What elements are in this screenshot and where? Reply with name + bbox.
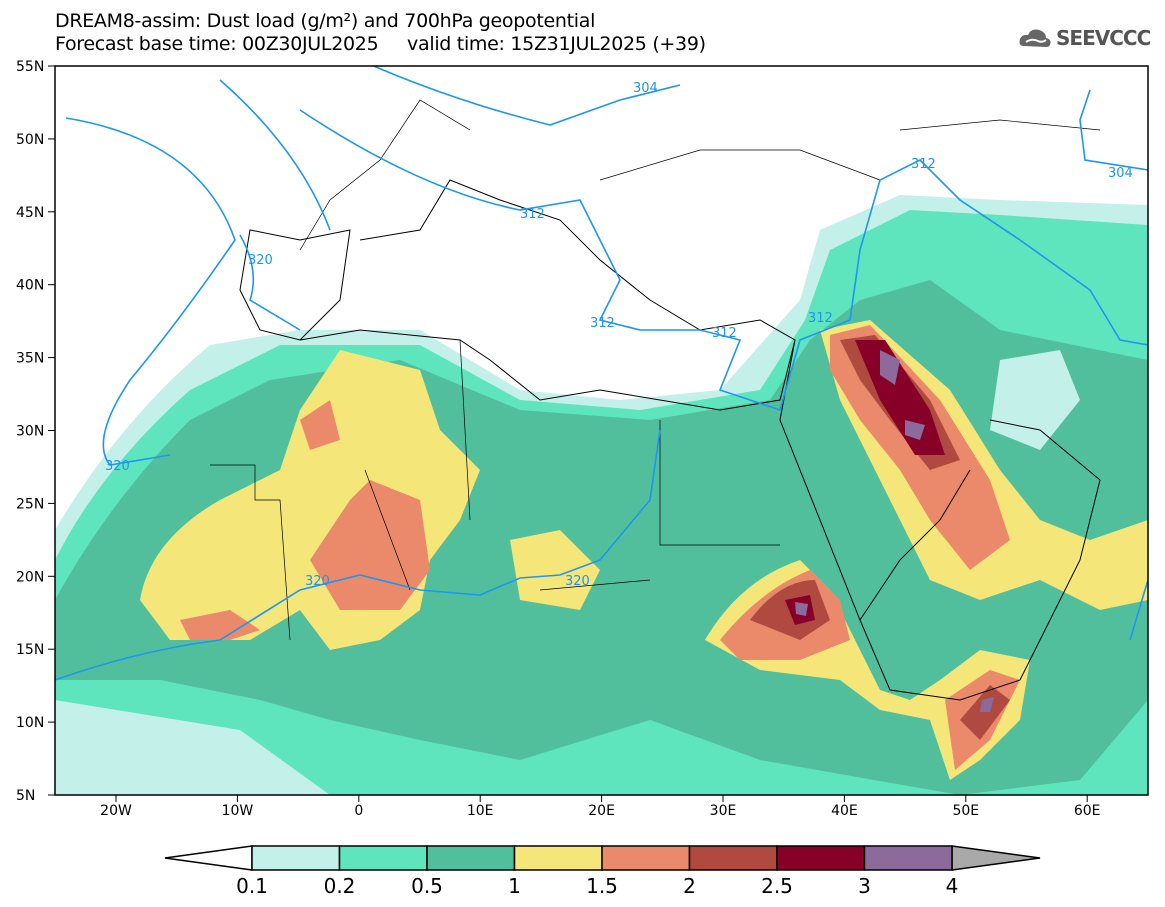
- colorbar: 0.1 0.2 0.5 1 1.5 2 2.5 3 4: [164, 845, 1041, 898]
- colorbar-swatches: [251, 845, 953, 871]
- lat-label: 30N: [16, 424, 44, 440]
- colorbar-tick-label: 1.5: [586, 874, 618, 898]
- cloud-icon: [1019, 29, 1051, 47]
- contour-line: [65, 117, 236, 466]
- contour-label: 312: [911, 157, 936, 172]
- forecast-times: Forecast base time: 00Z30JUL2025 valid t…: [55, 33, 706, 55]
- contour-label: 320: [305, 574, 330, 589]
- lon-label: 20E: [588, 803, 615, 819]
- lon-label: 50E: [952, 803, 979, 819]
- logo-text: SEEVCCC: [1056, 26, 1151, 50]
- contour-label: 312: [520, 207, 545, 222]
- colorbar-tick-label: 0.5: [411, 874, 443, 898]
- lat-label: 10N: [16, 715, 44, 731]
- colorbar-tick-label: 2: [683, 874, 696, 898]
- colorbar-tick-label: 1: [508, 874, 521, 898]
- contour-label: 320: [105, 459, 130, 474]
- country-borders: [210, 99, 1101, 641]
- colorbar-tick-label: 3: [858, 874, 871, 898]
- contour-line: [239, 234, 301, 331]
- lon-label: 10E: [467, 803, 494, 819]
- axis-tick-labels: 55N 50N 45N 40N 35N 30N 25N 20N 15N 10N 5N 20W 10W 0 1…: [16, 59, 1101, 819]
- lon-label: 60E: [1074, 803, 1101, 819]
- dust-3: [795, 602, 808, 616]
- colorbar-tick-label: 0.2: [324, 874, 356, 898]
- dust-1: [510, 530, 600, 610]
- contour-label: 320: [565, 574, 590, 589]
- colorbar-swatch: [601, 845, 691, 871]
- lat-label: 15N: [16, 642, 44, 658]
- contour-label: 312: [590, 316, 615, 331]
- colorbar-tick-label: 2.5: [761, 874, 793, 898]
- contour-line: [1079, 89, 1148, 171]
- contour-label: 312: [712, 326, 737, 341]
- contour-label: 304: [1108, 166, 1133, 181]
- coastline: [239, 179, 1101, 701]
- dust-3: [905, 420, 925, 440]
- colorbar-swatch: [338, 845, 428, 871]
- colorbar-under: [164, 845, 253, 871]
- lat-label: 50N: [16, 132, 44, 148]
- lat-label: 45N: [16, 205, 44, 221]
- contour-label: 304: [633, 81, 658, 96]
- lon-label: 20W: [100, 803, 132, 819]
- contour-line: [1129, 579, 1148, 641]
- lon-label: 40E: [831, 803, 858, 819]
- colorbar-swatch: [513, 845, 603, 871]
- contour-line: [299, 109, 1148, 412]
- lat-label: 5N: [16, 788, 35, 804]
- dust-3: [980, 697, 994, 712]
- dust-3: [880, 350, 900, 385]
- lat-label: 55N: [16, 59, 44, 75]
- seevccc-logo: SEEVCCC: [1018, 26, 1151, 50]
- colorbar-swatch: [251, 845, 341, 871]
- contour-label: 320: [248, 253, 273, 268]
- dust-field: 304 304 312 312 312 312 312 320 320 320 …: [55, 66, 1148, 795]
- dust-1.5: [310, 480, 430, 610]
- dust-2: [960, 685, 1010, 740]
- lon-label: 0: [354, 803, 363, 819]
- lat-label: 20N: [16, 569, 44, 585]
- colorbar-swatch: [426, 845, 516, 871]
- lon-label: 10W: [222, 803, 254, 819]
- map-title: DREAM8-assim: Dust load (g/m²) and 700hP…: [55, 10, 596, 32]
- colorbar-tick-label: 4: [946, 874, 959, 898]
- lat-label: 25N: [16, 496, 44, 512]
- lat-label: 40N: [16, 278, 44, 294]
- contour-line: [55, 429, 661, 681]
- dust-1.5: [180, 610, 260, 640]
- colorbar-over: [951, 845, 1041, 871]
- colorbar-swatch: [776, 845, 866, 871]
- contour-line: [219, 79, 331, 231]
- colorbar-swatch: [688, 845, 778, 871]
- contour-label: 312: [808, 311, 833, 326]
- lat-label: 35N: [16, 351, 44, 367]
- lon-label: 30E: [710, 803, 737, 819]
- colorbar-swatch: [863, 845, 953, 871]
- dust-1.5: [300, 400, 340, 450]
- contour-line: [371, 66, 681, 126]
- axis-ticks: [48, 65, 1088, 802]
- colorbar-labels: 0.1 0.2 0.5 1 1.5 2 2.5 3 4: [236, 874, 958, 898]
- colorbar-tick-label: 0.1: [236, 874, 268, 898]
- geopotential-contours: [55, 66, 1148, 681]
- contour-labels: 304 304 312 312 312 312 312 320 320 320 …: [105, 81, 1133, 589]
